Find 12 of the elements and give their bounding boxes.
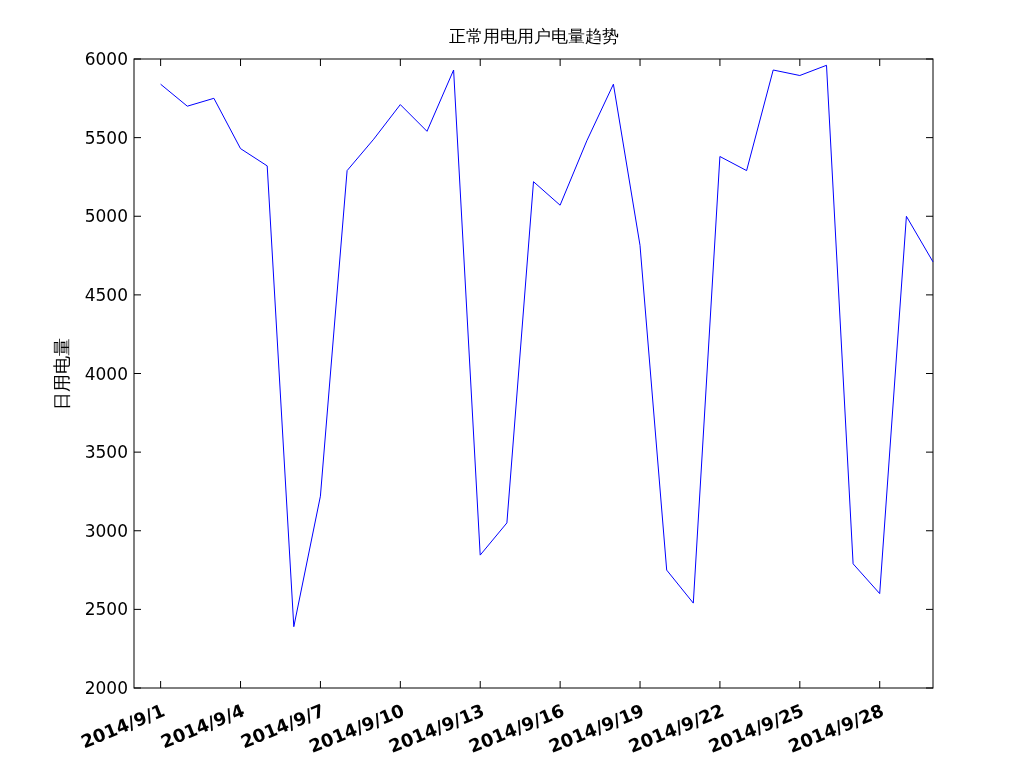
y-tick-label: 6000 bbox=[84, 49, 128, 69]
y-tick-label: 5500 bbox=[84, 127, 128, 148]
y-tick-label: 3500 bbox=[84, 442, 128, 463]
y-axis-title: 日用电量 bbox=[51, 337, 72, 410]
line-series bbox=[160, 64, 934, 628]
y-tick-label: 4500 bbox=[84, 284, 128, 305]
y-tick-label: 5000 bbox=[84, 206, 128, 227]
y-tick-label: 4000 bbox=[84, 363, 128, 384]
y-tick-label: 2500 bbox=[84, 599, 128, 620]
y-tick-label: 2000 bbox=[84, 678, 128, 698]
y-tick-label: 3000 bbox=[84, 520, 128, 541]
chart-title: 正常用电用户电量趋势 bbox=[448, 26, 619, 46]
